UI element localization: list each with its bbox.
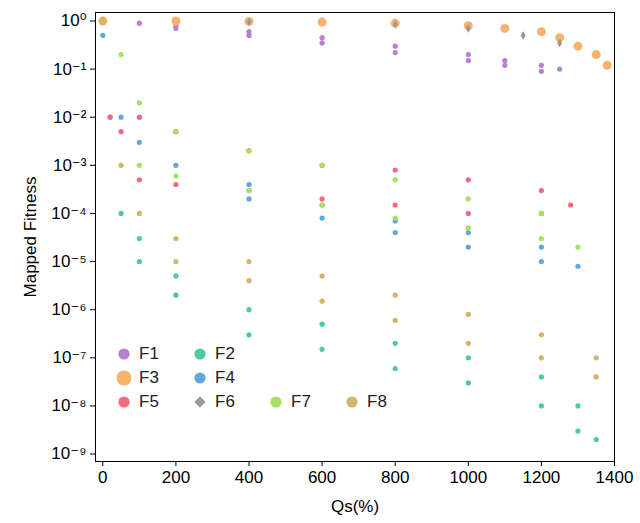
- html-text:F7: F7: [291, 392, 311, 411]
- html-text:F4: F4: [215, 368, 235, 387]
- svg-text:10⁻⁶: 10⁻⁶: [52, 300, 87, 319]
- svg-text:800: 800: [381, 468, 409, 487]
- html-text:F5: F5: [139, 392, 159, 411]
- svg-text:400: 400: [235, 468, 263, 487]
- html-text:F8: F8: [367, 392, 387, 411]
- svg-text:10⁻¹: 10⁻¹: [53, 60, 87, 79]
- svg-text:1400: 1400: [596, 468, 634, 487]
- svg-text:10⁻³: 10⁻³: [53, 156, 87, 175]
- html-text:F3: F3: [139, 368, 159, 387]
- html-text:F1: F1: [139, 344, 159, 363]
- svg-text:600: 600: [308, 468, 336, 487]
- html-text:F2: F2: [215, 344, 235, 363]
- svg-text:1000: 1000: [449, 468, 487, 487]
- svg-text:10⁻²: 10⁻²: [53, 108, 87, 127]
- svg-text:1200: 1200: [522, 468, 560, 487]
- svg-text:10⁻⁹: 10⁻⁹: [51, 444, 86, 463]
- html-text:F6: F6: [215, 392, 235, 411]
- svg-text:10⁻⁵: 10⁻⁵: [52, 252, 87, 271]
- svg-text:10⁰: 10⁰: [61, 11, 87, 30]
- svg-text:Qs(%): Qs(%): [331, 497, 379, 516]
- svg-text:10⁻⁸: 10⁻⁸: [51, 396, 86, 415]
- svg-text:200: 200: [162, 468, 190, 487]
- svg-text:10⁻⁷: 10⁻⁷: [52, 348, 86, 367]
- svg-text:0: 0: [98, 468, 107, 487]
- svg-text:Mapped Fitness: Mapped Fitness: [21, 177, 40, 298]
- svg-text:10⁻⁴: 10⁻⁴: [51, 204, 86, 223]
